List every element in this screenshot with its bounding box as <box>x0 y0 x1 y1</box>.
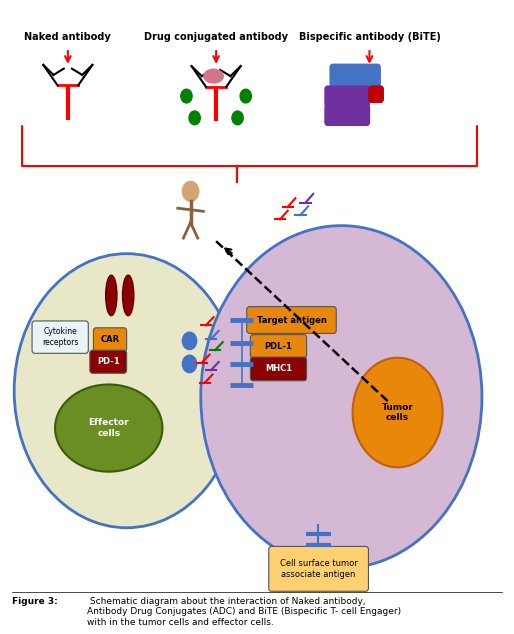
Text: Schematic diagram about the interaction of Naked antibody,
Antibody Drug Conjuga: Schematic diagram about the interaction … <box>87 597 401 626</box>
Text: Tumor
cells: Tumor cells <box>382 403 413 422</box>
Circle shape <box>189 111 200 125</box>
FancyBboxPatch shape <box>90 350 126 373</box>
FancyBboxPatch shape <box>325 86 370 107</box>
Circle shape <box>14 254 239 527</box>
FancyBboxPatch shape <box>250 335 306 358</box>
Ellipse shape <box>55 384 162 472</box>
Text: Cytokine
receptors: Cytokine receptors <box>42 327 78 347</box>
Circle shape <box>240 89 251 103</box>
Text: Bispecific antibody (BiTE): Bispecific antibody (BiTE) <box>299 32 440 42</box>
Text: CAR: CAR <box>100 335 120 344</box>
Text: PD-1: PD-1 <box>97 357 120 366</box>
Ellipse shape <box>204 69 223 83</box>
FancyBboxPatch shape <box>250 357 306 381</box>
FancyBboxPatch shape <box>325 105 370 126</box>
FancyBboxPatch shape <box>94 328 126 351</box>
Text: Naked antibody: Naked antibody <box>25 32 111 42</box>
FancyBboxPatch shape <box>369 86 383 102</box>
FancyBboxPatch shape <box>32 321 88 353</box>
Circle shape <box>182 332 197 349</box>
Ellipse shape <box>106 275 117 316</box>
Circle shape <box>181 89 192 103</box>
Text: Cell surface tumor
associate antigen: Cell surface tumor associate antigen <box>280 559 357 579</box>
Text: Drug conjugated antibody: Drug conjugated antibody <box>144 32 288 42</box>
Ellipse shape <box>122 275 134 316</box>
Text: PDL-1: PDL-1 <box>265 342 292 351</box>
Text: MHC1: MHC1 <box>265 365 292 373</box>
Circle shape <box>232 111 243 125</box>
FancyBboxPatch shape <box>269 547 369 592</box>
Circle shape <box>182 181 199 202</box>
Text: Figure 3:: Figure 3: <box>12 597 58 606</box>
FancyBboxPatch shape <box>330 64 380 87</box>
FancyBboxPatch shape <box>247 307 336 333</box>
Circle shape <box>201 226 482 568</box>
Text: Target antigen: Target antigen <box>256 316 326 325</box>
Circle shape <box>353 358 443 467</box>
Circle shape <box>182 355 197 373</box>
Text: Effector
cells: Effector cells <box>88 418 129 437</box>
